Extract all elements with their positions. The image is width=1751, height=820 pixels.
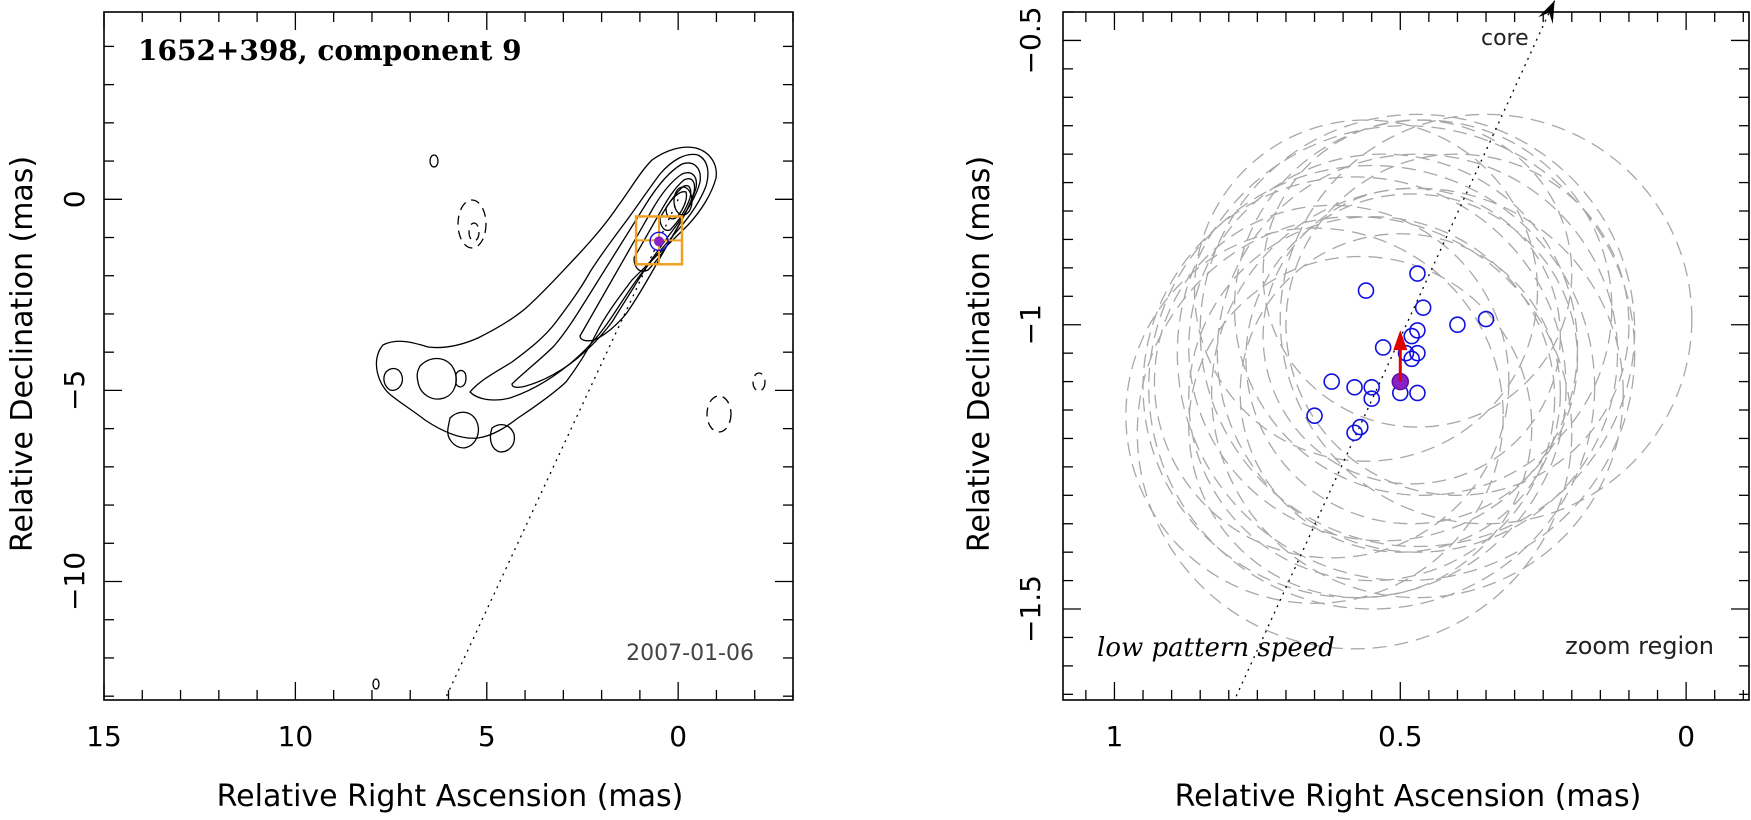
epoch-position-point [1306, 407, 1323, 425]
zoom-region-label: zoom region [1565, 632, 1714, 660]
error-circle [1193, 119, 1539, 462]
core-label: core [1481, 26, 1529, 51]
velocity-vector-arrowhead [1393, 330, 1408, 351]
right-x-tick-label: 0 [1677, 720, 1695, 753]
right-x-tick-label: 0.5 [1378, 720, 1423, 753]
contour-6 [659, 184, 692, 232]
epoch-position-point [1397, 344, 1415, 362]
epoch-position-point [1477, 310, 1495, 328]
left-position-angle-line [444, 199, 679, 701]
epoch-position-point [1357, 282, 1375, 299]
left-x-axis-title: Relative Right Ascension (mas) [217, 779, 684, 814]
right-plot-frame [1062, 11, 1750, 701]
error-circle [1136, 216, 1573, 650]
epoch-position-point [1409, 344, 1426, 362]
right-y-tick-labels: −0.5 −1 −1.5 [1014, 6, 1047, 643]
component-circle [649, 231, 669, 252]
negative-contour-3 [706, 395, 732, 433]
error-circle [1188, 153, 1579, 542]
left-y-tick-label: 0 [58, 190, 91, 208]
contour-blob-north [429, 154, 439, 168]
right-x-tick-labels: 1 0.5 0 [1106, 720, 1695, 753]
epoch-position-point [1409, 265, 1426, 282]
contour-lobe-c [489, 423, 516, 453]
contour-map [372, 146, 766, 690]
negative-contour-2 [468, 222, 480, 242]
left-x-tick-label: 0 [669, 720, 687, 753]
error-circle [1262, 187, 1562, 485]
epoch-position-point [1449, 316, 1466, 334]
epoch-position-point [1363, 390, 1380, 407]
contour-3 [511, 162, 701, 388]
error-circle [1176, 125, 1636, 582]
contour-lobe-e [455, 369, 467, 388]
epoch-label: 2007-01-06 [626, 641, 754, 666]
right-ticks [1063, 11, 1749, 700]
error-circle [1125, 227, 1504, 604]
left-x-tick-label: 10 [278, 720, 314, 753]
left-plot-frame [103, 11, 794, 701]
right-y-axis-title: Relative Declination (mas) [962, 156, 997, 552]
contour-2 [469, 153, 709, 401]
right-y-tick-label: −1.5 [1014, 575, 1047, 643]
error-circle [1285, 153, 1630, 496]
right-y-tick-label: −1 [1014, 304, 1047, 345]
epoch-position-point [1403, 327, 1421, 345]
error-circle [1188, 255, 1533, 599]
contour-lobe-d [383, 367, 404, 391]
error-circle [1262, 119, 1573, 428]
contour-blob-south [372, 678, 380, 690]
error-circle [1148, 164, 1596, 610]
epoch-position-point [1409, 384, 1426, 402]
epoch-position-point [1351, 418, 1369, 436]
negative-contour-1 [457, 199, 487, 249]
epoch-position-point [1409, 322, 1426, 339]
epoch-position-point [1403, 350, 1421, 368]
component-marker [649, 231, 669, 252]
negative-contour-4 [752, 372, 766, 392]
left-ticks [103, 12, 794, 700]
right-x-axis-title: Relative Right Ascension (mas) [1175, 779, 1642, 814]
epoch-position-point [1346, 424, 1363, 442]
contour-inner-peak [673, 186, 693, 216]
pattern-speed-label: low pattern speed [1097, 633, 1335, 663]
negative-contours [457, 199, 766, 433]
epoch-position-point [1374, 339, 1392, 356]
right-y-tick-label: −0.5 [1014, 6, 1047, 74]
left-panel: 15 10 5 0 0 −5 −10 1652+398, component 9 2007… [5, 11, 794, 814]
epoch-position-point [1346, 378, 1363, 396]
jet-contours [372, 146, 717, 690]
left-y-axis-title: Relative Declination (mas) [5, 156, 40, 552]
component-dot [654, 236, 665, 247]
left-y-tick-label: −10 [58, 552, 91, 611]
error-circle [1199, 113, 1636, 548]
error-circle [1279, 113, 1693, 525]
error-circle [1216, 153, 1619, 553]
contour-1 [375, 146, 717, 439]
contour-lobe-b [447, 411, 479, 449]
left-x-tick-label: 5 [478, 720, 496, 753]
error-circles [1125, 113, 1693, 650]
error-circle [1239, 233, 1562, 553]
epoch-positions [1306, 265, 1495, 442]
contour-4 [579, 172, 698, 342]
error-circle [1210, 187, 1624, 599]
right-x-tick-label: 1 [1106, 720, 1124, 753]
error-circle [1188, 216, 1556, 582]
error-circle [1233, 119, 1613, 496]
epoch-position-point [1414, 299, 1432, 316]
left-x-tick-label: 15 [86, 720, 122, 753]
right-panel: 1 0.5 0 −0.5−1−1.5 core low pattern speed … [962, 0, 1750, 814]
source-title: 1652+398, component 9 [138, 34, 522, 67]
epoch-position-point [1323, 373, 1340, 390]
error-circle [1245, 193, 1579, 525]
contour-7 [665, 191, 688, 220]
left-x-tick-labels: 15 10 5 0 [86, 720, 687, 753]
left-y-tick-label: −5 [58, 370, 91, 411]
contour-lobe-a [416, 357, 457, 400]
epoch-position-point [1363, 378, 1380, 396]
error-circle [1153, 204, 1510, 559]
left-y-tick-labels: 0 −5 −10 [58, 190, 91, 611]
